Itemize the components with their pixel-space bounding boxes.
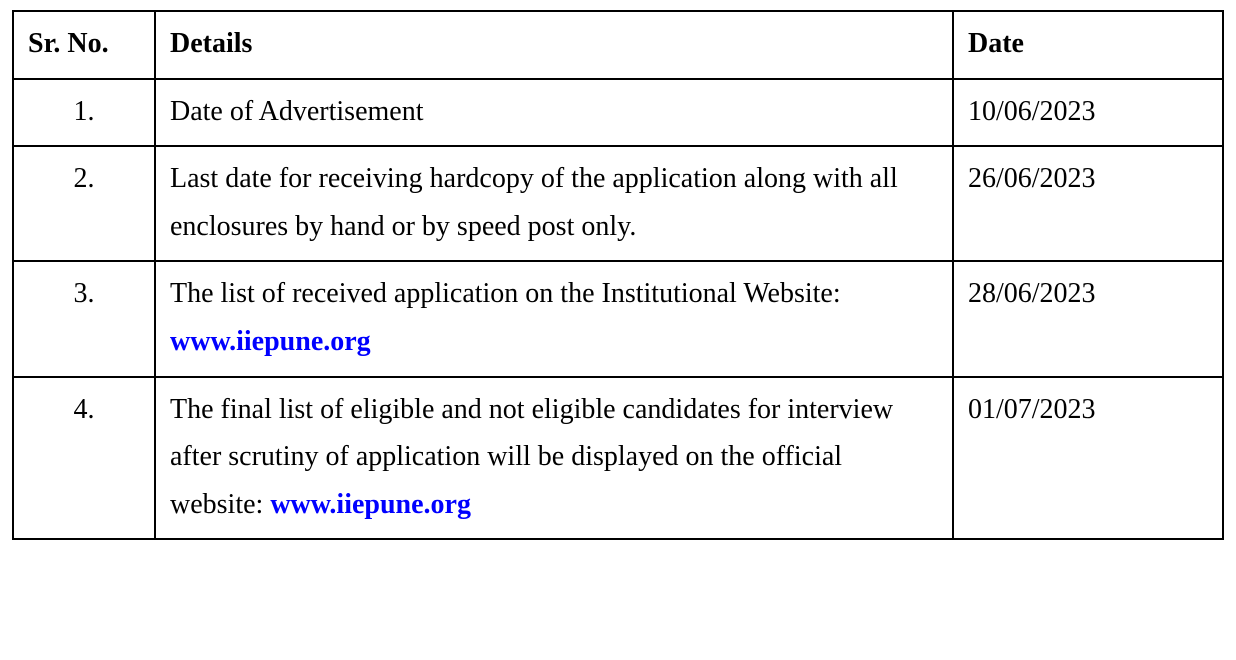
col-header-date: Date [953, 11, 1223, 79]
cell-details: The final list of eligible and not eligi… [155, 377, 953, 540]
cell-date: 01/07/2023 [953, 377, 1223, 540]
schedule-table: Sr. No. Details Date 1. Date of Advertis… [12, 10, 1224, 540]
details-link[interactable]: www.iiepune.org [170, 326, 371, 357]
cell-sr: 3. [13, 261, 155, 376]
table-row: 1. Date of Advertisement 10/06/2023 [13, 79, 1223, 147]
details-link[interactable]: www.iiepune.org [270, 489, 471, 520]
cell-details: Last date for receiving hardcopy of the … [155, 146, 953, 261]
cell-details: Date of Advertisement [155, 79, 953, 147]
cell-date: 10/06/2023 [953, 79, 1223, 147]
cell-sr: 2. [13, 146, 155, 261]
cell-details: The list of received application on the … [155, 261, 953, 376]
table-row: 4. The final list of eligible and not el… [13, 377, 1223, 540]
col-header-details: Details [155, 11, 953, 79]
table-header-row: Sr. No. Details Date [13, 11, 1223, 79]
col-header-sr: Sr. No. [13, 11, 155, 79]
details-text: The list of received application on the … [170, 278, 841, 309]
table-row: 3. The list of received application on t… [13, 261, 1223, 376]
cell-sr: 1. [13, 79, 155, 147]
cell-date: 26/06/2023 [953, 146, 1223, 261]
table-row: 2. Last date for receiving hardcopy of t… [13, 146, 1223, 261]
details-text: Last date for receiving hardcopy of the … [170, 163, 898, 242]
details-text: Date of Advertisement [170, 96, 423, 127]
cell-date: 28/06/2023 [953, 261, 1223, 376]
cell-sr: 4. [13, 377, 155, 540]
